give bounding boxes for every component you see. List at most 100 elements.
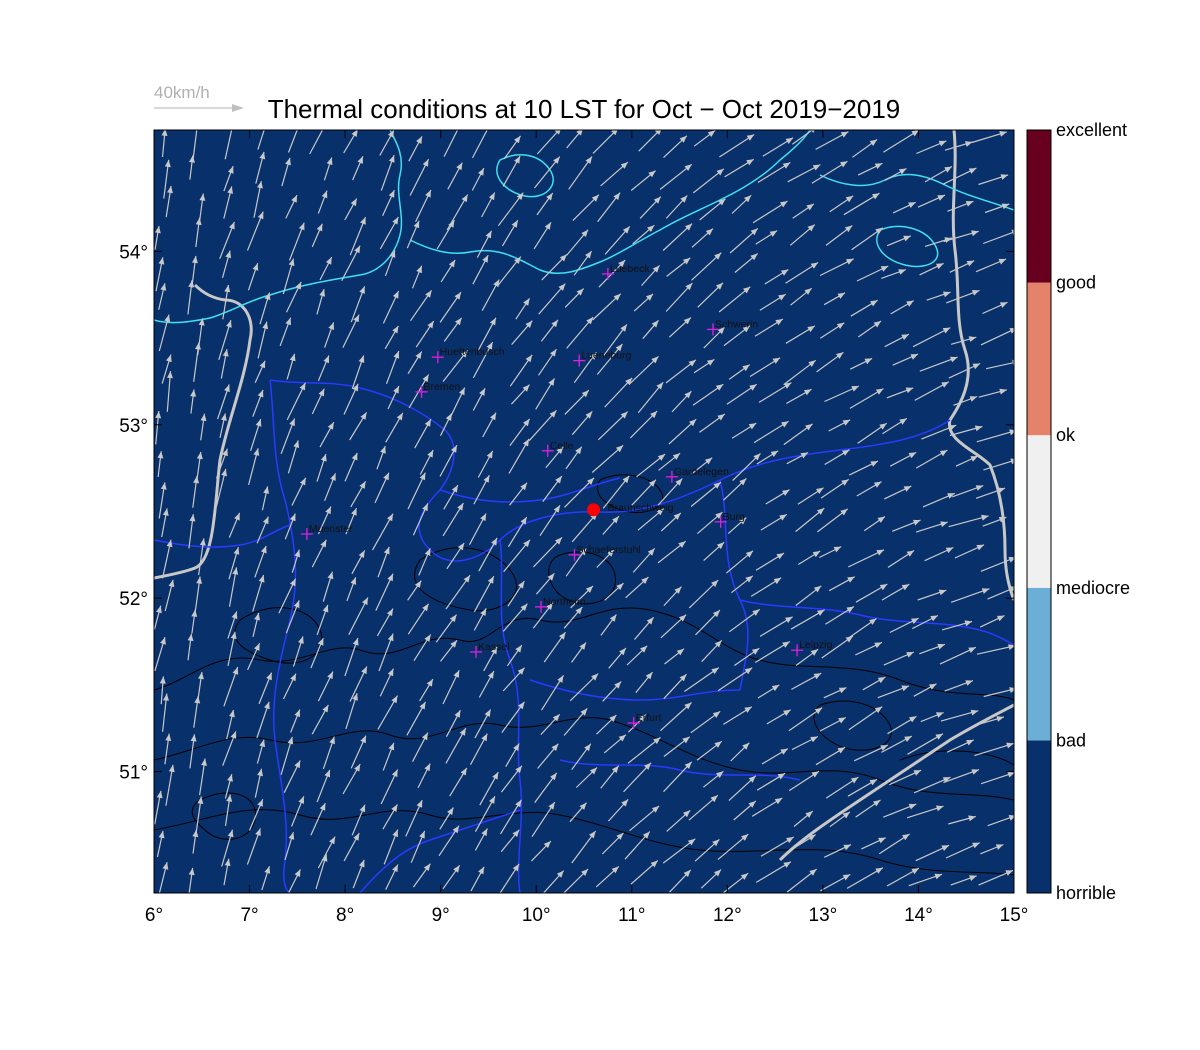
city-label: Luebeck	[610, 263, 650, 275]
wind-vector	[164, 733, 172, 765]
wind-vector	[662, 838, 696, 864]
wind-vector	[848, 460, 879, 476]
wind-vector	[604, 377, 633, 408]
wind-vector	[820, 478, 850, 499]
y-tick-label: 53°	[119, 416, 148, 437]
wind-vector	[478, 537, 498, 572]
wind-vector	[852, 139, 878, 158]
wind-vector	[443, 484, 459, 510]
wind-vector	[717, 667, 753, 692]
city-marker: Northeim	[535, 596, 586, 613]
wind-vector	[657, 540, 687, 564]
wind-vector	[248, 798, 264, 831]
wind-vector	[344, 198, 358, 221]
wind-vector	[154, 225, 161, 250]
wind-vector	[154, 605, 162, 630]
wind-vector	[545, 446, 564, 469]
wind-vector	[625, 576, 649, 599]
wind-vector	[348, 597, 369, 635]
wind-vector	[884, 167, 907, 181]
wind-vector	[280, 736, 294, 775]
wind-vector	[765, 489, 790, 505]
wind-vector	[419, 449, 434, 475]
reference-vector: 40km/h	[154, 83, 244, 112]
wind-vector	[316, 288, 325, 315]
wind-vector	[200, 413, 207, 441]
wind-vector	[439, 807, 454, 830]
wind-vector	[445, 709, 461, 737]
wind-vector	[228, 567, 239, 607]
wind-vector	[259, 292, 271, 325]
wind-vector	[351, 550, 366, 575]
wind-vector	[284, 513, 296, 540]
wind-vector	[974, 742, 1014, 757]
wind-vector	[916, 140, 947, 155]
wind-vector	[732, 452, 761, 482]
wind-vector	[926, 291, 951, 301]
wind-vector	[600, 765, 620, 789]
wind-vector	[191, 609, 198, 634]
wind-vector	[857, 422, 888, 444]
wind-vector	[819, 258, 854, 277]
wind-vector	[322, 736, 335, 770]
wind-vector	[345, 507, 358, 535]
wind-vector	[792, 130, 815, 145]
wind-vector	[568, 156, 593, 190]
wind-vector	[410, 830, 426, 863]
wind-vector	[380, 154, 395, 191]
wind-vector	[950, 336, 977, 345]
wind-vector	[252, 612, 260, 638]
wind-vector	[881, 583, 910, 601]
wind-vector	[382, 804, 398, 830]
wind-vector	[472, 254, 489, 285]
wind-vector	[154, 636, 166, 672]
wind-vector	[884, 485, 912, 500]
wind-vector	[942, 167, 977, 185]
wind-vector	[250, 418, 262, 451]
wind-vector	[222, 731, 237, 766]
colorbar-segments	[1027, 130, 1051, 893]
wind-vector	[623, 762, 652, 793]
wind-vector	[482, 412, 497, 438]
wind-vector	[570, 585, 594, 609]
wind-vector	[789, 224, 816, 246]
wind-vector	[188, 867, 195, 893]
wind-vector	[884, 333, 910, 348]
wind-vector	[857, 320, 882, 338]
wind-vector	[383, 829, 399, 865]
wind-vector	[636, 453, 666, 478]
wind-vector	[795, 585, 822, 606]
wind-vector	[193, 342, 201, 382]
city-label: Northeim	[543, 596, 586, 608]
wind-vector	[724, 158, 755, 178]
wind-vector	[439, 413, 453, 436]
wind-vector	[541, 253, 568, 281]
wind-vector	[911, 614, 939, 630]
wind-vector	[691, 457, 713, 475]
wind-vector	[629, 410, 658, 439]
y-tick-label: 51°	[119, 763, 148, 784]
wind-vector	[982, 516, 1007, 527]
wind-vector	[571, 411, 593, 436]
wind-vector	[379, 130, 395, 156]
highlight-dot	[587, 503, 601, 517]
colorbar-label: horrible	[1056, 883, 1116, 903]
city-label: Bremen	[424, 381, 461, 393]
highlight-marker: Braunschweig	[587, 502, 674, 517]
wind-vector	[500, 829, 520, 853]
wind-vector	[411, 265, 423, 289]
wind-vector	[158, 862, 169, 893]
wind-vector	[602, 515, 620, 535]
wind-vector	[248, 448, 260, 486]
wind-vector	[728, 608, 761, 633]
wind-vector	[564, 477, 595, 508]
wind-vector	[848, 706, 883, 731]
city-label: Schwerin	[715, 318, 758, 330]
wind-vector	[477, 450, 494, 478]
wind-vector	[630, 170, 656, 191]
wind-vector	[442, 864, 461, 890]
wind-vector	[754, 640, 791, 664]
wind-vector	[696, 740, 723, 761]
wind-vector	[280, 418, 296, 455]
wind-vector	[703, 541, 725, 562]
